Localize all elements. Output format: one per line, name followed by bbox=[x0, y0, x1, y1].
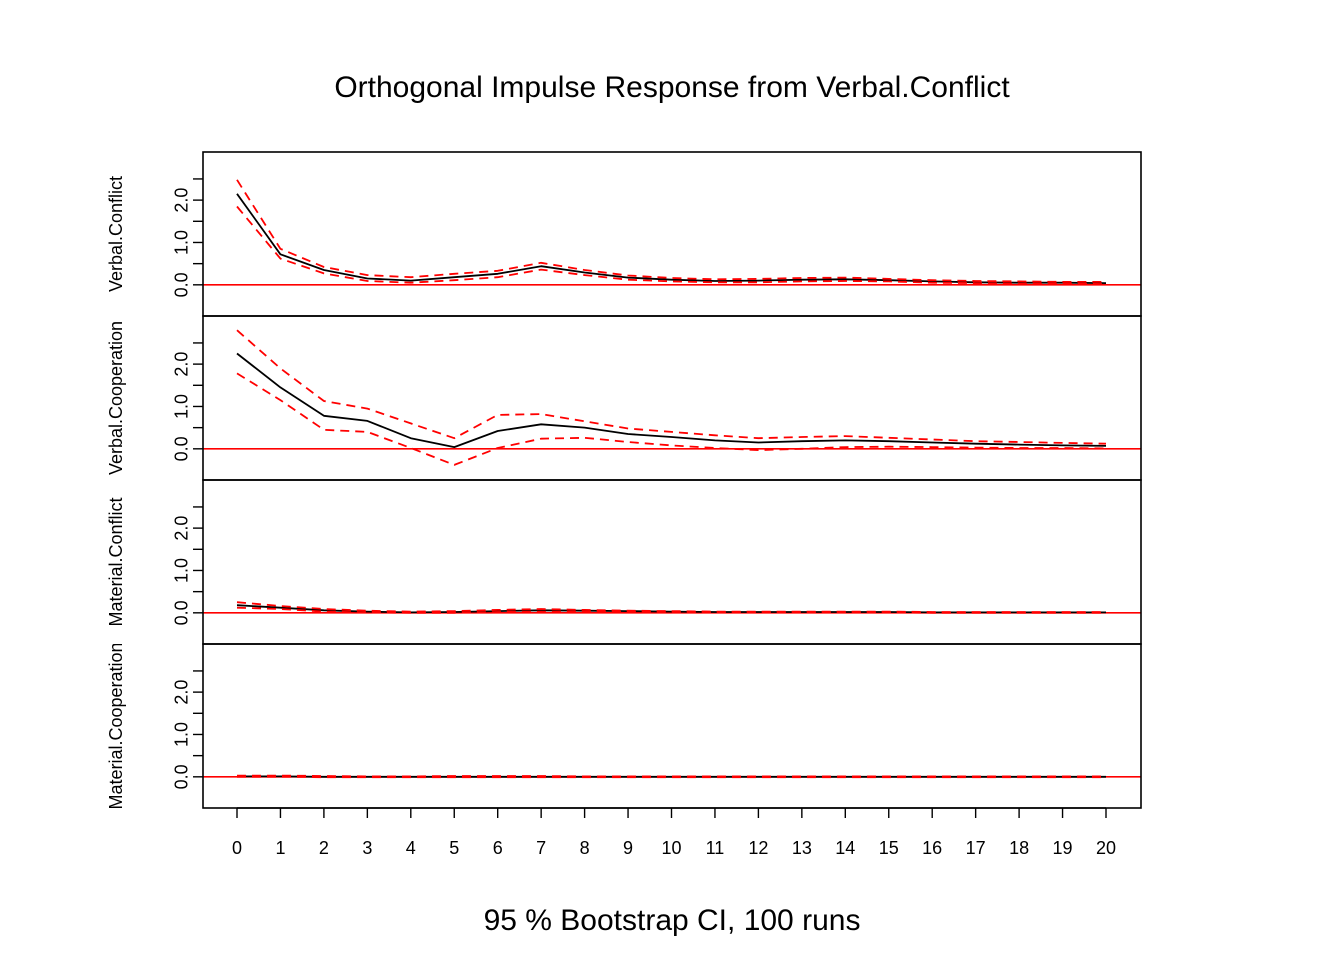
x-tick-label: 15 bbox=[879, 838, 899, 858]
panel-4: 0.0 1.0 2.0 Material.Cooperation bbox=[106, 642, 1142, 809]
panel-frame bbox=[202, 151, 1142, 317]
panel-frame bbox=[202, 643, 1142, 809]
upper-ci-line bbox=[236, 601, 1106, 613]
x-tick-label: 5 bbox=[449, 838, 459, 858]
y-tick-label: 2.0 bbox=[171, 352, 191, 377]
y-tick-label: 1.0 bbox=[171, 230, 191, 255]
y-tick-label: 1.0 bbox=[171, 558, 191, 583]
x-tick-label: 17 bbox=[966, 838, 986, 858]
x-tick-label: 10 bbox=[661, 838, 681, 858]
panel-2: 0.0 1.0 2.0 Verbal.Cooperation bbox=[106, 315, 1142, 481]
y-tick-label: 2.0 bbox=[171, 188, 191, 213]
y-tick-label: 0.0 bbox=[171, 600, 191, 625]
y-tick-label: 2.0 bbox=[171, 680, 191, 705]
panel-frame bbox=[202, 315, 1142, 481]
x-tick-label: 7 bbox=[536, 838, 546, 858]
x-tick-label: 2 bbox=[319, 838, 329, 858]
lower-ci-line bbox=[236, 372, 1107, 466]
x-tick-label: 3 bbox=[362, 838, 372, 858]
lower-ci-line bbox=[236, 205, 1107, 285]
y-tick-label: 1.0 bbox=[171, 722, 191, 747]
y-tick-label: 0.0 bbox=[171, 272, 191, 297]
x-tick-label: 9 bbox=[623, 838, 633, 858]
x-tick-label: 19 bbox=[1053, 838, 1073, 858]
panel-1: 0.0 1.0 2.0 Verbal.Conflict bbox=[106, 151, 1142, 317]
panel-y-label: Verbal.Cooperation bbox=[106, 321, 126, 475]
panels: 0.0 1.0 2.0 Verbal.Conflict 0.0 1.0 2.0 Verbal.… bbox=[106, 151, 1142, 809]
y-tick-label: 0.0 bbox=[171, 764, 191, 789]
response-line bbox=[236, 193, 1107, 284]
x-tick-label: 11 bbox=[706, 838, 725, 858]
x-tick-label: 18 bbox=[1009, 838, 1029, 858]
upper-ci-line bbox=[236, 329, 1107, 445]
upper-ci-line bbox=[236, 179, 1106, 283]
x-tick-label: 14 bbox=[835, 838, 855, 858]
x-axis-label: 95 % Bootstrap CI, 100 runs bbox=[484, 904, 861, 937]
panel-y-label: Material.Conflict bbox=[106, 497, 126, 626]
x-tick-label: 13 bbox=[792, 838, 812, 858]
x-tick-label: 20 bbox=[1096, 838, 1116, 858]
y-tick-label: 2.0 bbox=[171, 516, 191, 541]
response-line bbox=[236, 352, 1107, 449]
x-tick-label: 12 bbox=[748, 838, 768, 858]
chart-title: Orthogonal Impulse Response from Verbal.… bbox=[334, 71, 1010, 104]
x-tick-label: 16 bbox=[922, 838, 942, 858]
panel-y-label: Material.Cooperation bbox=[106, 642, 126, 809]
panel-frame bbox=[202, 479, 1142, 645]
x-axis: 0 1 2 3 4 5 6 7 8 9 10 11 12 13 14 15 16 17 18 19 20 bbox=[232, 807, 1116, 858]
x-tick-label: 8 bbox=[580, 838, 590, 858]
y-tick-label: 0.0 bbox=[171, 436, 191, 461]
x-tick-label: 1 bbox=[275, 838, 285, 858]
x-tick-label: 6 bbox=[493, 838, 503, 858]
panel-3: 0.0 1.0 2.0 Material.Conflict bbox=[106, 479, 1142, 645]
lower-ci-line bbox=[236, 606, 1106, 614]
panel-y-label: Verbal.Conflict bbox=[106, 176, 126, 292]
x-tick-label: 4 bbox=[406, 838, 416, 858]
y-tick-label: 1.0 bbox=[171, 394, 191, 419]
x-tick-label: 0 bbox=[232, 838, 242, 858]
